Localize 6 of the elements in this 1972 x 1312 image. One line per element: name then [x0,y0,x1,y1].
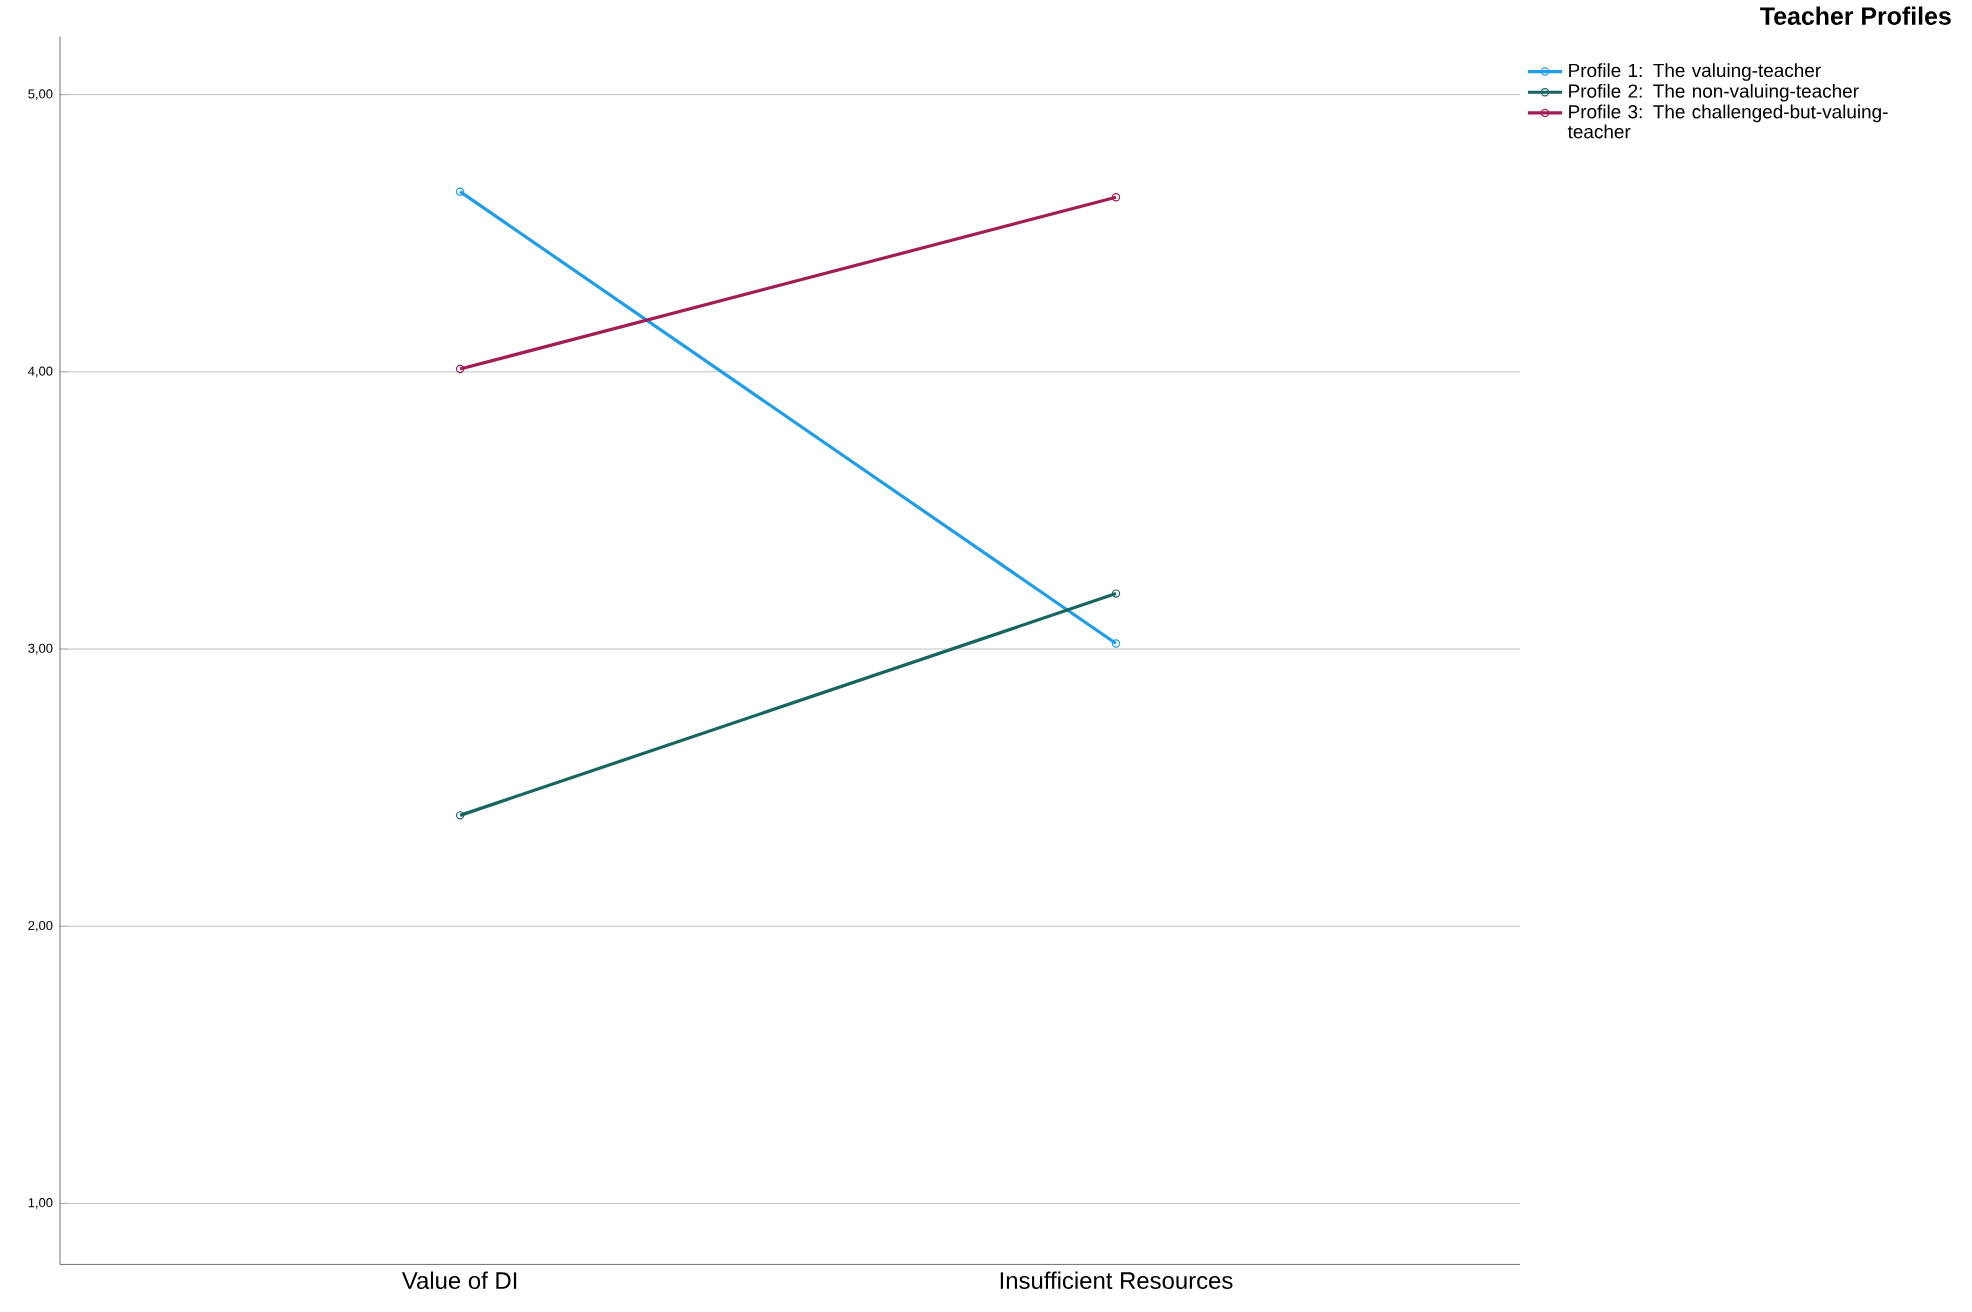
legend-label: Profile 1: The valuing-teacher [1569,62,1821,81]
x-tick-label: Insufficient Resources [1000,1271,1233,1289]
legend-label: Profile 3: The challenged-but-valuing-teacher [1567,104,1888,139]
legend-title: Teacher Profiles [1760,6,1951,25]
legend-label: Profile 2: The non-valuing-teacher [1569,83,1859,102]
x-tick-label: Value of DI [401,1271,517,1289]
